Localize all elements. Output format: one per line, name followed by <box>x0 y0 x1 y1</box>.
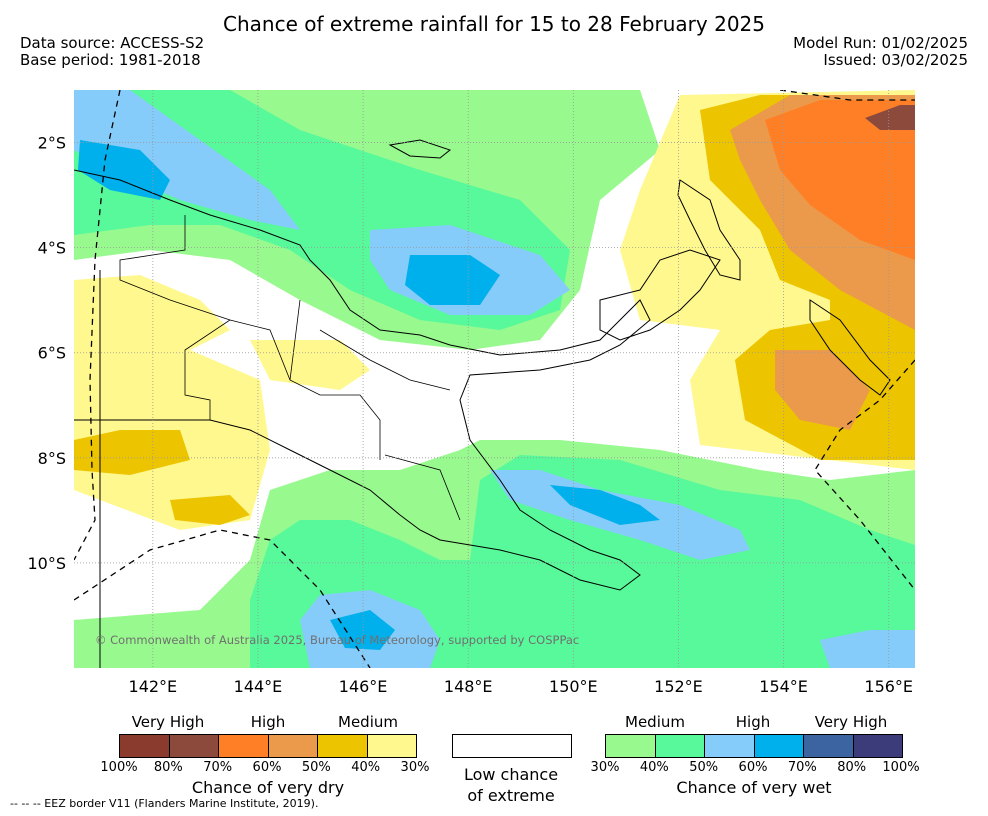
wet-header-very-high: Very High <box>814 713 888 731</box>
dry-tick: 30% <box>400 760 430 775</box>
bougainville-coast <box>809 299 891 396</box>
dry-colorbar <box>119 734 417 758</box>
lon-tick-label: 152°E <box>654 677 703 696</box>
page-title: Chance of extreme rainfall for 15 to 28 … <box>223 12 765 36</box>
model-run: Model Run: 01/02/2025 <box>793 34 968 52</box>
lon-tick-label: 144°E <box>234 677 283 696</box>
wet-60-south <box>330 610 395 650</box>
lat-tick-label: 10°S <box>27 554 66 573</box>
base-period: Base period: 1981-2018 <box>20 51 201 69</box>
wet-50-south-3 <box>820 630 915 668</box>
wet-tick-labels: 30% 40% 50% 60% 70% 80% 100% <box>591 760 920 776</box>
issued-date: Issued: 03/02/2025 <box>823 51 968 69</box>
dry-swatch <box>366 735 416 757</box>
dry-caption: Chance of very dry <box>191 778 345 797</box>
latitude-labels: 2°S 4°S 6°S 8°S 10°S <box>27 134 66 573</box>
low-chance-line2: of extreme <box>467 786 555 805</box>
lat-tick-label: 8°S <box>38 449 66 468</box>
eez-borders <box>74 90 915 668</box>
province-borders <box>119 215 461 521</box>
dry-header-high: High <box>250 713 286 731</box>
dry-60-ne <box>765 100 915 260</box>
lon-tick-label: 154°E <box>759 677 808 696</box>
manus-coast <box>388 139 452 159</box>
dry-swatch <box>168 735 218 757</box>
new-britain-coast <box>599 249 721 341</box>
wet-tick: 50% <box>689 760 719 775</box>
wet-tick: 80% <box>837 760 867 775</box>
new-guinea-coast <box>74 169 651 591</box>
coastlines <box>74 139 891 668</box>
dry-medium-west-2 <box>250 340 370 390</box>
source-info: Data source: ACCESS-S2 Base period: 1981… <box>20 35 204 69</box>
dry-tick: 60% <box>252 760 282 775</box>
wet-60-south-2 <box>550 485 660 525</box>
run-info: Model Run: 01/02/2025 Issued: 03/02/2025 <box>793 35 968 69</box>
wet-swatch <box>753 735 803 757</box>
lat-tick-label: 2°S <box>38 134 66 153</box>
wet-50-north <box>74 90 300 230</box>
dry-header-very-high: Very High <box>131 713 205 731</box>
wet-tick: 30% <box>590 760 620 775</box>
lat-tick-label: 4°S <box>38 239 66 258</box>
lon-tick-label: 156°E <box>864 677 913 696</box>
wet-tick: 60% <box>738 760 768 775</box>
dry-swatch <box>218 735 268 757</box>
lon-tick-label: 146°E <box>339 677 388 696</box>
copyright-notice: © Commonwealth of Australia 2025, Bureau… <box>95 633 580 647</box>
wet-60-north <box>78 140 170 200</box>
lat-tick-label: 6°S <box>38 344 66 363</box>
wet-swatch <box>852 735 902 757</box>
map-plot-area <box>74 90 915 668</box>
dry-tick: 50% <box>301 760 331 775</box>
wet-header-high: High <box>735 713 771 731</box>
data-source: Data source: ACCESS-S2 <box>20 34 205 52</box>
dry-swatch <box>120 735 169 757</box>
wet-caption: Chance of very wet <box>676 778 832 797</box>
dry-tick-labels: 100% 80% 70% 60% 50% 40% 30% <box>100 760 429 776</box>
wet-swatch <box>654 735 704 757</box>
dry-tick: 80% <box>153 760 183 775</box>
dry-tick: 70% <box>203 760 233 775</box>
wet-tick: 100% <box>882 760 920 775</box>
lon-tick-label: 148°E <box>444 677 493 696</box>
dry-70-ne <box>865 105 915 130</box>
map-grid <box>74 90 915 668</box>
lon-tick-label: 150°E <box>549 677 598 696</box>
eez-east <box>814 359 915 591</box>
wet-60-north-2 <box>405 255 500 305</box>
longitude-labels: 142°E 144°E 146°E 148°E 150°E 152°E 154°E 156°E <box>129 677 914 696</box>
new-ireland-coast <box>677 179 741 281</box>
wet-tick: 40% <box>639 760 669 775</box>
dry-swatch <box>267 735 317 757</box>
wet-swatch <box>704 735 754 757</box>
eez-north <box>779 90 915 101</box>
low-chance-caption: Low chance of extreme <box>430 764 592 806</box>
lon-tick-label: 142°E <box>129 677 178 696</box>
dry-40-west <box>74 430 190 475</box>
wet-legend-headers: Medium High Very High <box>606 713 902 733</box>
dry-legend-headers: Very High High Medium <box>120 713 416 733</box>
wet-colorbar <box>605 734 903 758</box>
dry-50-ne-2 <box>775 350 870 430</box>
dry-tick: 40% <box>351 760 381 775</box>
low-chance-line1: Low chance <box>463 765 559 784</box>
dry-40-west-2 <box>170 495 250 525</box>
wet-header-medium: Medium <box>625 713 685 731</box>
dry-header-medium: Medium <box>338 713 398 731</box>
eez-west <box>74 90 121 561</box>
eez-southwest <box>74 529 371 668</box>
wet-swatch <box>606 735 655 757</box>
dry-tick: 100% <box>100 760 138 775</box>
dry-swatch <box>317 735 367 757</box>
low-chance-swatch <box>452 734 572 758</box>
wet-swatch <box>803 735 853 757</box>
eez-footnote: -- -- -- EEZ border V11 (Flanders Marine… <box>10 797 319 810</box>
wet-tick: 70% <box>787 760 817 775</box>
